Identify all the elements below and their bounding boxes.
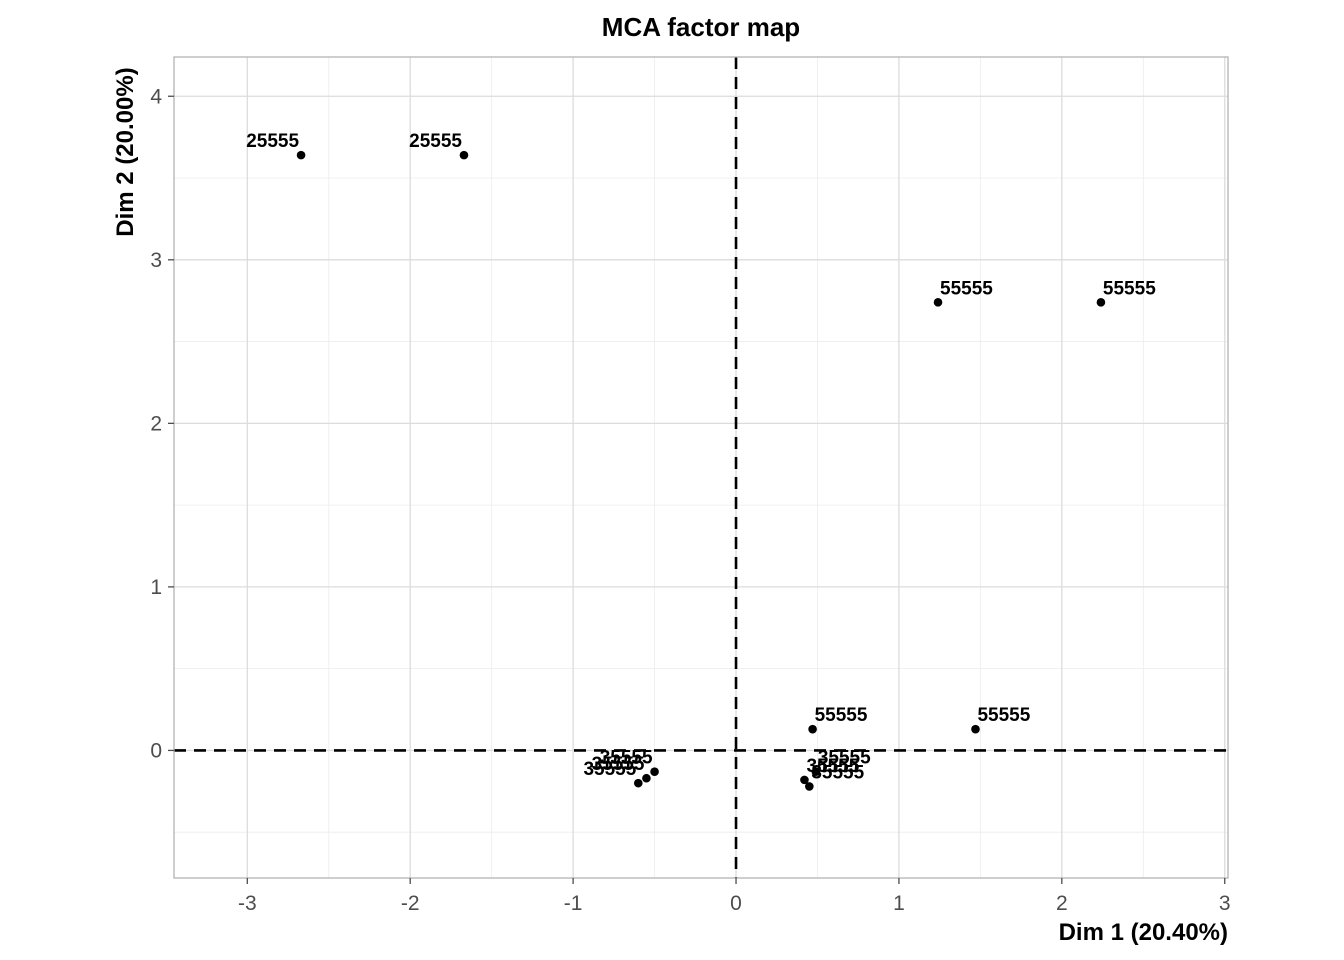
minor-gridlines	[174, 57, 1228, 878]
data-point	[642, 773, 651, 783]
data-point	[633, 778, 643, 788]
major-gridlines	[174, 57, 1228, 878]
x-tick-label: -1	[564, 892, 583, 915]
point-label: 55555	[940, 278, 993, 299]
data-point	[296, 150, 306, 160]
x-tick-label: 2	[1056, 892, 1068, 915]
data-point	[1096, 298, 1106, 307]
x-tick-label: -3	[238, 892, 257, 915]
y-tick-label: 1	[150, 576, 162, 599]
data-point	[459, 150, 469, 160]
data-point	[650, 767, 659, 776]
y-tick-label: 4	[150, 85, 162, 108]
point-label: 55555	[815, 705, 868, 726]
point-label: 35555	[806, 756, 859, 777]
data-point	[971, 724, 980, 734]
point-label: 35555	[600, 748, 653, 769]
data-point	[805, 782, 814, 791]
y-tick-label: 2	[150, 412, 162, 435]
x-tick-label: -2	[401, 892, 420, 915]
point-label: 55555	[977, 705, 1030, 726]
point-label: 55555	[1103, 278, 1156, 299]
y-tick-label: 3	[150, 249, 162, 272]
point-label: 25555	[246, 131, 299, 152]
panel-border	[173, 56, 1229, 879]
point-label: 25555	[409, 131, 462, 152]
x-axis-title: Dim 1 (20.40%)	[1059, 919, 1228, 946]
point-label: 35555	[818, 748, 871, 769]
point-label: 35555	[811, 762, 864, 783]
data-point	[933, 298, 943, 307]
axis-tick-labels: -3 -2 -1 0 1 2 3 0 1 2 3 4	[150, 85, 1230, 915]
data-point	[800, 775, 809, 785]
x-tick-label: 3	[1219, 892, 1231, 915]
points-layer	[296, 150, 1106, 791]
data-point	[808, 724, 817, 734]
chart-title: MCA factor map	[602, 12, 800, 42]
axis-ticks	[168, 95, 1226, 884]
point-label: 35555	[592, 754, 645, 775]
x-tick-label: 0	[730, 892, 742, 915]
y-axis-title: Dim 2 (20.00%)	[112, 67, 139, 236]
y-tick-label: 0	[150, 739, 162, 762]
point-label: 35555	[583, 759, 636, 780]
data-point	[811, 767, 821, 776]
x-tick-label: 1	[893, 892, 905, 915]
reference-lines	[174, 57, 1228, 878]
